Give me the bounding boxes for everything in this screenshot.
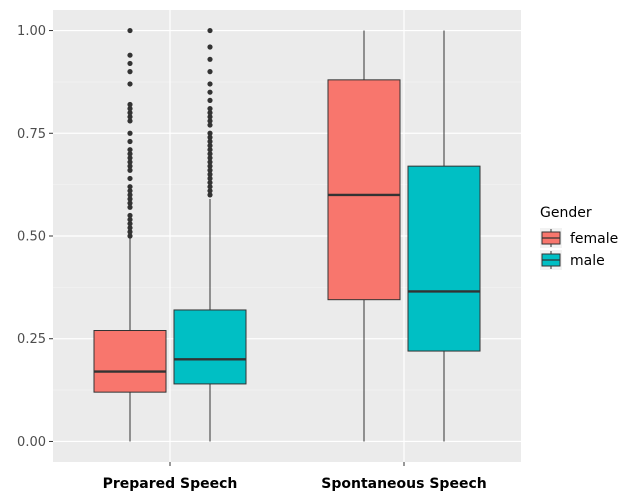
legend-label-female: female	[570, 231, 618, 247]
box-iqr	[407, 165, 481, 352]
y-tick-label: 0.50	[17, 230, 46, 245]
outlier-point	[207, 69, 213, 75]
box-iqr	[173, 309, 247, 385]
outlier-point	[207, 106, 213, 112]
legend-title: Gender	[540, 205, 592, 221]
outlier-point	[207, 89, 213, 95]
outlier-point	[127, 27, 133, 34]
outlier-point	[127, 151, 133, 157]
outlier-point	[127, 114, 133, 120]
outlier-point	[127, 204, 133, 210]
outlier-point	[127, 138, 133, 145]
outlier-point	[127, 69, 133, 75]
outlier-point	[207, 122, 213, 128]
outlier-point	[127, 233, 133, 239]
outlier-point	[127, 106, 133, 112]
outlier-point	[207, 143, 213, 149]
outlier-point	[207, 167, 213, 173]
legend-key-male	[540, 250, 562, 270]
outlier-point	[127, 118, 133, 124]
box-male-0	[173, 27, 247, 442]
legend: Gender female male	[540, 205, 618, 270]
outlier-point	[127, 200, 133, 206]
outlier-point	[207, 192, 213, 198]
outlier-point	[127, 192, 133, 198]
outlier-point	[207, 130, 213, 136]
x-tick-label: Spontaneous Speech	[321, 476, 486, 492]
outlier-point	[127, 155, 133, 161]
x-axis: Prepared Speech Spontaneous Speech	[103, 462, 487, 492]
outlier-point	[127, 130, 133, 136]
outlier-point	[127, 212, 133, 219]
outlier-point	[127, 229, 133, 235]
outlier-point	[207, 175, 213, 182]
y-tick-label: 1.00	[17, 24, 46, 39]
outlier-point	[207, 134, 213, 140]
legend-label-male: male	[570, 253, 605, 269]
outlier-point	[207, 147, 213, 153]
boxes	[93, 27, 481, 442]
y-tick-label: 0.00	[17, 435, 46, 450]
outlier-point	[127, 188, 133, 194]
box-iqr	[327, 79, 401, 301]
y-tick-label: 0.25	[17, 332, 46, 347]
outlier-point	[207, 151, 213, 157]
outlier-point	[127, 163, 133, 169]
box-male-1	[407, 30, 481, 442]
outlier-point	[127, 184, 133, 190]
outlier-point	[127, 110, 133, 116]
outlier-point	[127, 167, 133, 173]
outlier-point	[207, 44, 213, 50]
outlier-point	[127, 216, 133, 223]
outlier-point	[207, 110, 213, 116]
outlier-point	[127, 52, 133, 58]
outlier-point	[127, 60, 133, 67]
outlier-point	[127, 221, 133, 227]
outlier-point	[207, 188, 213, 194]
outlier-point	[127, 81, 133, 87]
outlier-point	[207, 114, 213, 120]
outlier-point	[127, 175, 133, 182]
x-tick-label: Prepared Speech	[103, 476, 238, 492]
outlier-point	[207, 56, 213, 62]
outlier-point	[207, 184, 213, 190]
box-female-1	[327, 30, 401, 442]
outlier-point	[127, 225, 133, 231]
box-female-0	[93, 27, 167, 442]
outlier-point	[207, 138, 213, 145]
outlier-point	[207, 171, 213, 177]
outlier-point	[207, 159, 213, 165]
outlier-point	[127, 147, 133, 153]
legend-key-female	[540, 228, 562, 248]
box-iqr	[93, 330, 167, 393]
outlier-point	[207, 97, 213, 103]
outlier-point	[127, 159, 133, 165]
outlier-point	[207, 155, 213, 161]
outlier-point	[207, 118, 213, 124]
outlier-point	[127, 196, 133, 202]
outlier-point	[127, 101, 133, 108]
outlier-point	[207, 163, 213, 169]
y-axis: 0.00 0.25 0.50 0.75 1.00	[17, 24, 53, 450]
outlier-point	[207, 179, 213, 186]
outlier-point	[207, 27, 213, 34]
y-tick-label: 0.75	[17, 127, 46, 142]
outlier-point	[207, 81, 213, 87]
